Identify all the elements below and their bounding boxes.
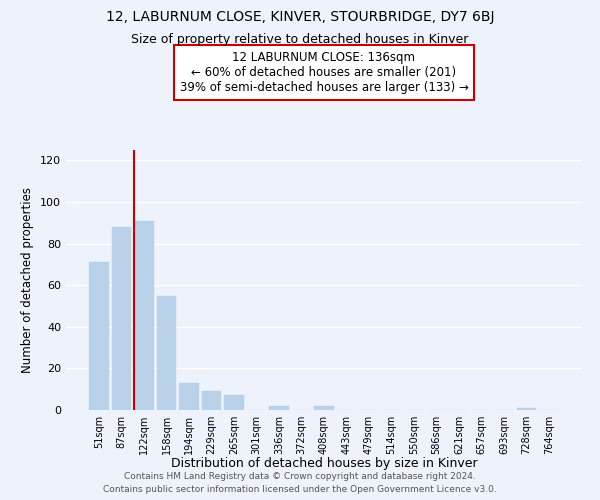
Bar [134, 220, 154, 410]
Text: 12, LABURNUM CLOSE, KINVER, STOURBRIDGE, DY7 6BJ: 12, LABURNUM CLOSE, KINVER, STOURBRIDGE,… [106, 10, 494, 24]
Bar [202, 392, 221, 410]
Text: Distribution of detached houses by size in Kinver: Distribution of detached houses by size … [170, 458, 478, 470]
Y-axis label: Number of detached properties: Number of detached properties [22, 187, 34, 373]
Bar [179, 383, 199, 410]
Bar [224, 396, 244, 410]
Bar [269, 406, 289, 410]
Text: 12 LABURNUM CLOSE: 136sqm
← 60% of detached houses are smaller (201)
39% of semi: 12 LABURNUM CLOSE: 136sqm ← 60% of detac… [179, 51, 469, 94]
Bar [112, 227, 131, 410]
Text: Size of property relative to detached houses in Kinver: Size of property relative to detached ho… [131, 32, 469, 46]
Bar [89, 262, 109, 410]
Text: Contains public sector information licensed under the Open Government Licence v3: Contains public sector information licen… [103, 485, 497, 494]
Text: Contains HM Land Registry data © Crown copyright and database right 2024.: Contains HM Land Registry data © Crown c… [124, 472, 476, 481]
Bar [157, 296, 176, 410]
Bar [314, 406, 334, 410]
Bar [517, 408, 536, 410]
